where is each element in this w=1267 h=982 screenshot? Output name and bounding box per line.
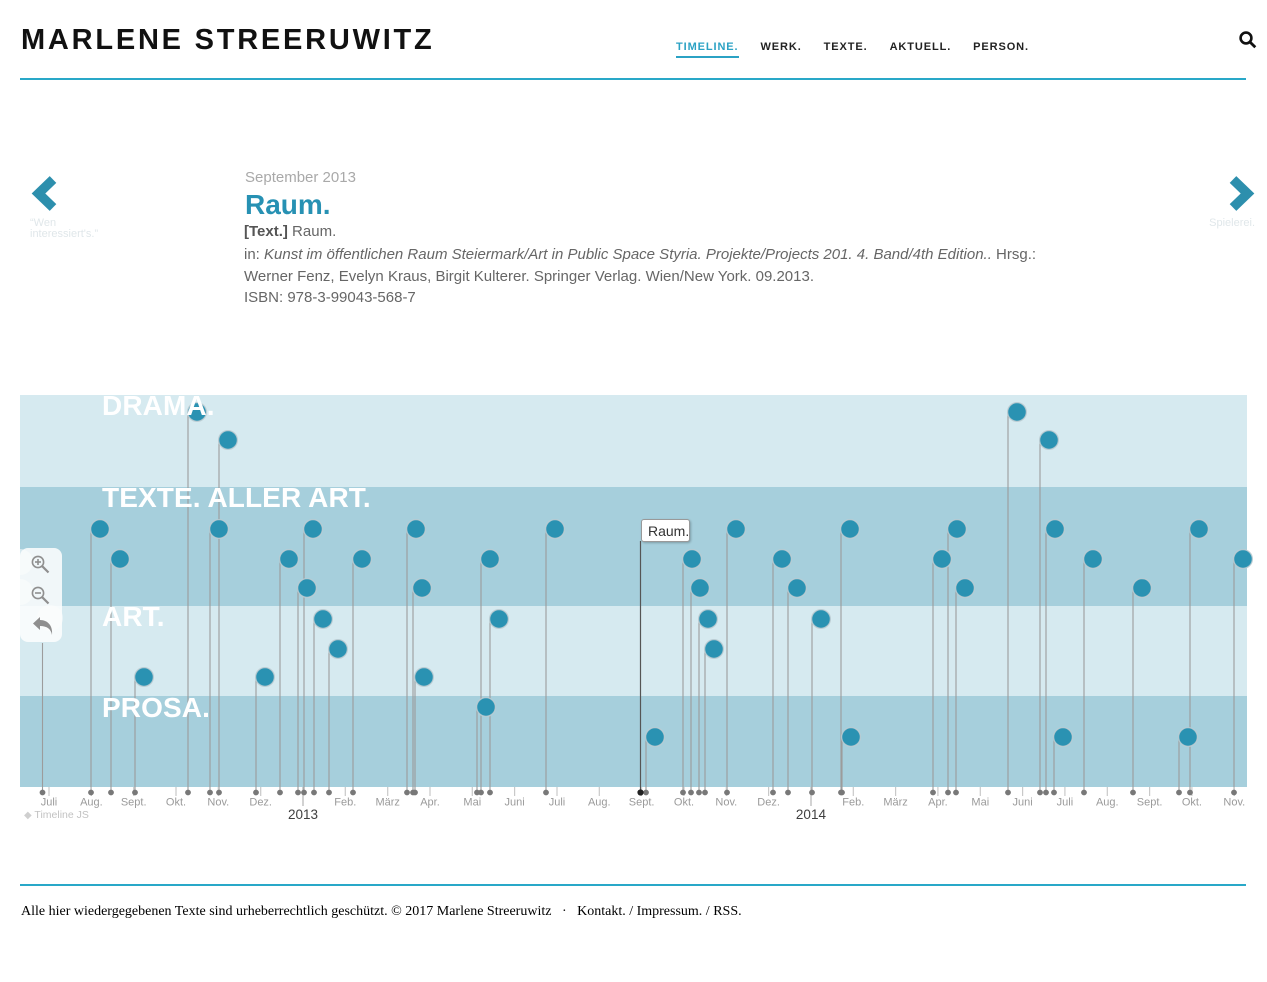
svg-text:Juni: Juni — [1013, 797, 1033, 809]
svg-text:Juli: Juli — [1057, 797, 1074, 809]
svg-text:März: März — [375, 797, 399, 809]
svg-text:Dez.: Dez. — [757, 797, 780, 809]
svg-text:2013: 2013 — [288, 807, 318, 822]
svg-text:Okt.: Okt. — [1182, 797, 1202, 809]
svg-text:Okt.: Okt. — [166, 797, 186, 809]
svg-text:Sept.: Sept. — [121, 797, 147, 809]
svg-text:März: März — [883, 797, 907, 809]
svg-text:Aug.: Aug. — [588, 797, 611, 809]
svg-text:2014: 2014 — [796, 807, 827, 822]
svg-text:Sept.: Sept. — [1137, 797, 1163, 809]
svg-text:Juli: Juli — [41, 797, 58, 809]
svg-text:Nov.: Nov. — [207, 797, 229, 809]
svg-text:Mai: Mai — [971, 797, 989, 809]
svg-text:Feb.: Feb. — [842, 797, 864, 809]
svg-text:Aug.: Aug. — [80, 797, 103, 809]
svg-text:Dez.: Dez. — [249, 797, 272, 809]
svg-text:Feb.: Feb. — [334, 797, 356, 809]
svg-text:Juni: Juni — [505, 797, 525, 809]
svg-text:Mai: Mai — [463, 797, 481, 809]
svg-text:Juli: Juli — [549, 797, 566, 809]
svg-text:Sept.: Sept. — [629, 797, 655, 809]
svg-text:Aug.: Aug. — [1096, 797, 1119, 809]
svg-text:Apr.: Apr. — [928, 797, 948, 809]
svg-text:Nov.: Nov. — [1223, 797, 1245, 809]
svg-text:Okt.: Okt. — [674, 797, 694, 809]
svg-text:Apr.: Apr. — [420, 797, 440, 809]
svg-text:Nov.: Nov. — [715, 797, 737, 809]
